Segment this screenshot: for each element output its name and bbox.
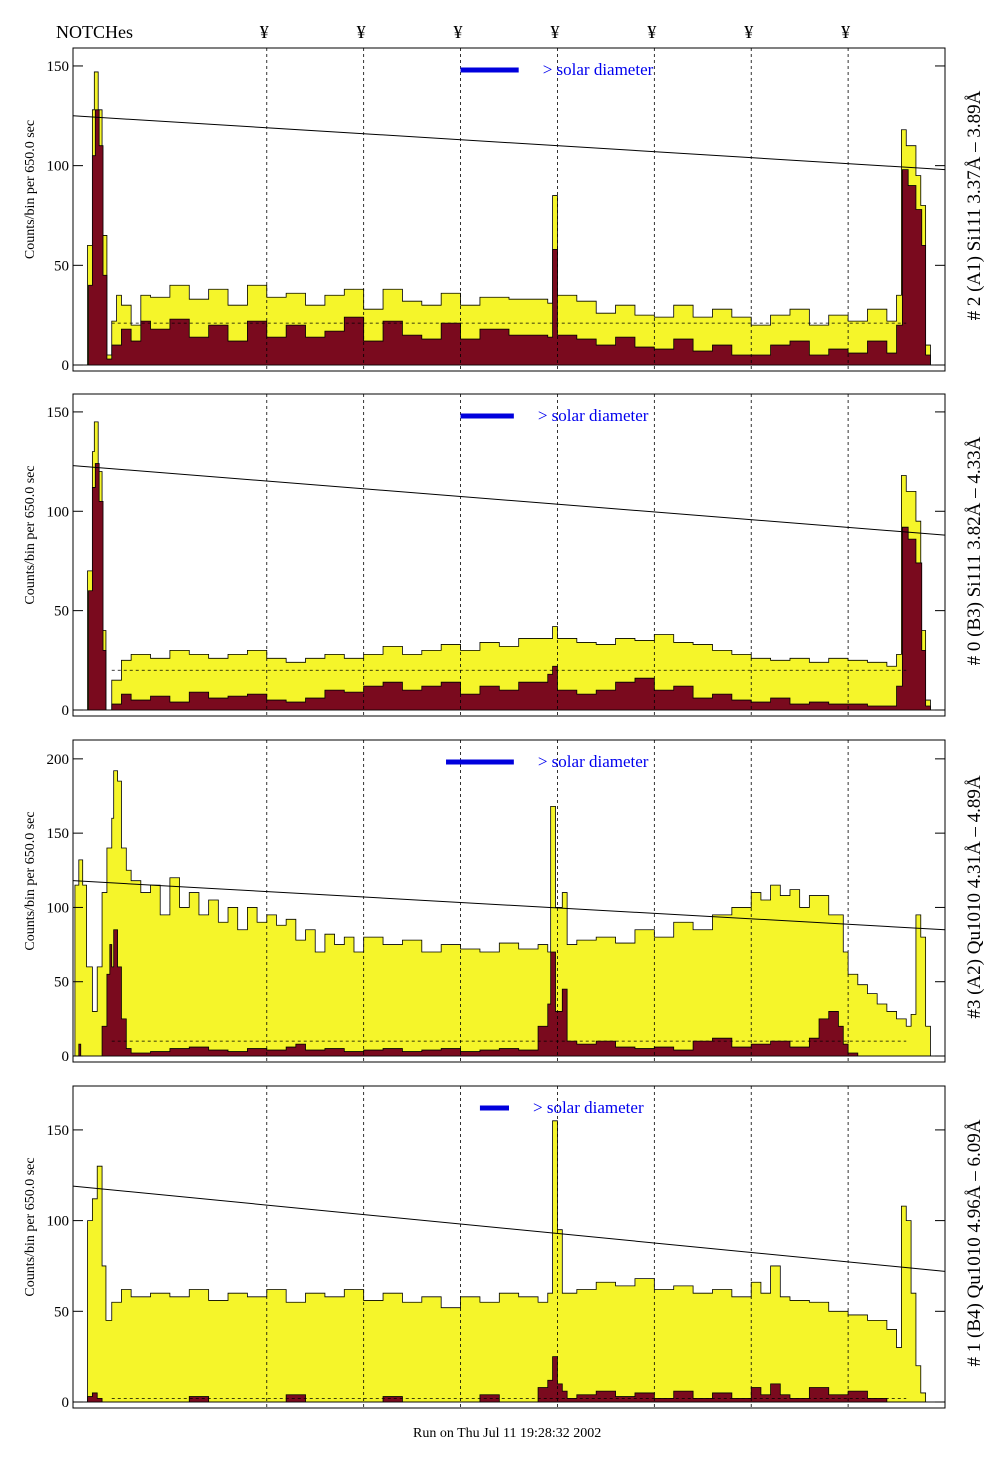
y-tick-label: 0 — [62, 1049, 70, 1065]
plot-frame — [72, 393, 946, 717]
plot-frame — [72, 47, 946, 372]
y-tick-label: 50 — [54, 975, 69, 991]
solar-diameter-label: > solar diameter — [543, 60, 654, 79]
chart-panel-2: 0 50 100 150 Counts/bin per 650.0 sec # 0 (B3… — [23, 393, 985, 719]
y-tick-label: 200 — [47, 752, 70, 768]
y-tick-label: 0 — [62, 703, 70, 719]
y-axis-label: Counts/bin per 650.0 sec — [23, 465, 38, 604]
y-tick-label: 50 — [54, 258, 69, 274]
notch-marker: ¥ — [454, 22, 463, 42]
y-axis-label: Counts/bin per 650.0 sec — [23, 120, 38, 259]
solar-diameter-label: > solar diameter — [533, 1098, 644, 1117]
chart-panel-4: 0 50 100 150 Counts/bin per 650.0 sec # 1 (B4… — [23, 1085, 985, 1411]
notch-label: NOTCHes — [56, 22, 133, 42]
run-footer: Run on Thu Jul 11 19:28:32 2002 — [413, 1426, 601, 1441]
notch-marker: ¥ — [260, 22, 269, 42]
trend-line — [73, 1185, 945, 1272]
y-tick-label: 150 — [47, 826, 70, 842]
notch-marker: ¥ — [841, 22, 850, 42]
plot-frame — [72, 1085, 946, 1409]
y-axis-label: Counts/bin per 650.0 sec — [23, 811, 38, 950]
notch-marker: ¥ — [647, 22, 656, 42]
series-filtered — [73, 463, 945, 711]
series-filtered — [73, 109, 945, 366]
series-total — [73, 421, 945, 711]
y-tick-label: 100 — [47, 159, 70, 175]
y-tick-label: 100 — [47, 1214, 70, 1230]
plot-frame — [72, 739, 946, 1063]
panel-side-label: # 0 (B3) Si111 3.82Å – 4.33Å — [964, 436, 985, 665]
series-total — [73, 770, 945, 1057]
panel-side-label: # 2 (A1) Si111 3.37Å – 3.89Å — [964, 90, 985, 320]
notch-marker: ¥ — [550, 22, 559, 42]
y-tick-label: 150 — [47, 405, 70, 421]
trend-line — [73, 465, 945, 536]
series-total — [73, 1120, 945, 1403]
y-axis-label: Counts/bin per 650.0 sec — [23, 1157, 38, 1296]
series-filtered — [73, 1356, 945, 1403]
chart-panel-1: 0 50 100 150 Counts/bin per 650.0 sec # 2 (A1… — [23, 47, 985, 374]
y-tick-label: 0 — [62, 358, 70, 374]
panel-side-label: # 1 (B4) Qu1010 4.96Å – 6.09Å — [964, 1119, 985, 1366]
y-tick-label: 100 — [47, 504, 70, 520]
y-tick-label: 50 — [54, 1304, 69, 1320]
y-tick-label: 150 — [47, 59, 70, 75]
solar-diameter-label: > solar diameter — [538, 752, 649, 771]
notch-header: NOTCHes ¥ ¥ ¥ ¥ ¥ ¥ ¥ — [56, 22, 850, 42]
y-tick-label: 0 — [62, 1395, 70, 1411]
series-total — [73, 71, 945, 366]
chart-panel-3: 0 50 100 150 200 Counts/bin per 650.0 sec #3 (… — [23, 739, 985, 1065]
panel-side-label: #3 (A2) Qu1010 4.31Å – 4.89Å — [964, 775, 985, 1019]
y-tick-label: 150 — [47, 1123, 70, 1139]
trend-line — [73, 880, 945, 931]
notch-marker: ¥ — [744, 22, 753, 42]
solar-diameter-label: > solar diameter — [538, 406, 649, 425]
notch-marker: ¥ — [357, 22, 366, 42]
trend-line — [73, 115, 945, 171]
y-tick-label: 100 — [47, 900, 70, 916]
y-tick-label: 50 — [54, 604, 69, 620]
